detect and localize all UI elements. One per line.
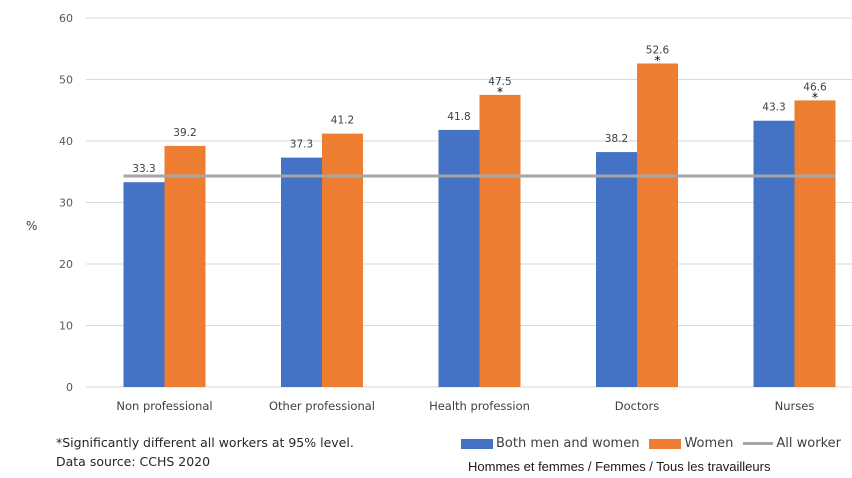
data-label-both: 33.3	[132, 163, 155, 175]
data-label-women: 39.2	[173, 127, 196, 139]
legend-item-both: Both men and women	[461, 436, 639, 451]
bar-both	[438, 129, 480, 387]
data-source-note: Data source: CCHS 2020	[56, 454, 211, 469]
bar-women	[637, 63, 678, 387]
y-tick-label: 20	[59, 258, 73, 271]
x-category-label: Doctors	[615, 399, 659, 413]
y-axis-label: %	[26, 219, 37, 233]
y-tick-label: 10	[59, 320, 73, 333]
bar-chart: 0 10 20 30 40 50 60 % 33.3 39.2 37.3 41.2 41.8 47.5…	[26, 12, 852, 413]
data-label-both: 38.2	[605, 133, 628, 145]
bar-both	[753, 120, 795, 387]
data-label-both: 41.8	[447, 111, 470, 123]
y-tick-label: 40	[59, 135, 73, 148]
significance-marker: *	[812, 90, 818, 104]
legend-item-women: Women	[649, 436, 733, 451]
legend-label-all: All worker	[776, 436, 841, 451]
legend-item-all: All worker	[743, 436, 841, 451]
y-axis-ticks: 0 10 20 30 40 50 60	[59, 12, 73, 394]
y-tick-label: 50	[59, 74, 73, 87]
bar-both	[596, 152, 637, 387]
y-tick-label: 30	[59, 197, 73, 210]
bar-both	[123, 182, 165, 387]
x-category-label: Other professional	[269, 399, 375, 413]
bar-women	[322, 133, 363, 387]
bar-women	[794, 100, 836, 387]
x-category-label: Non professional	[116, 399, 212, 413]
bar-women	[479, 94, 521, 387]
data-label-women: 47.5	[488, 76, 511, 88]
bar-both	[281, 157, 322, 387]
x-axis-categories: Non professional Other professional Health…	[116, 399, 814, 413]
x-category-label: Health profession	[429, 399, 530, 413]
data-label-both: 43.3	[762, 102, 785, 114]
significance-marker: *	[497, 85, 503, 99]
chart-subtitle: Hommes et femmes / Femmes / Tous les tra…	[468, 459, 771, 474]
legend-label-both: Both men and women	[496, 436, 640, 451]
legend: Both men and women Women All worker	[461, 436, 851, 451]
y-tick-label: 60	[59, 12, 73, 25]
bars	[123, 63, 836, 387]
legend-swatch-both	[461, 438, 493, 449]
data-label-women: 52.6	[646, 45, 670, 57]
data-label-women: 41.2	[331, 115, 354, 127]
significance-marker: *	[655, 54, 661, 68]
y-tick-label: 0	[66, 381, 73, 394]
significance-note: *Significantly different all workers at …	[56, 435, 354, 450]
data-labels: 33.339.237.341.2 41.847.5*38.252.6*43.346…	[132, 45, 827, 176]
legend-line-all	[743, 442, 774, 445]
chart-notes: *Significantly different all workers at …	[56, 433, 354, 471]
data-label-women: 46.6	[803, 81, 827, 93]
bar-women	[164, 145, 206, 387]
data-label-both: 37.3	[290, 139, 313, 151]
x-category-label: Nurses	[775, 399, 815, 413]
legend-label-women: Women	[684, 436, 734, 451]
legend-swatch-women	[649, 438, 682, 449]
